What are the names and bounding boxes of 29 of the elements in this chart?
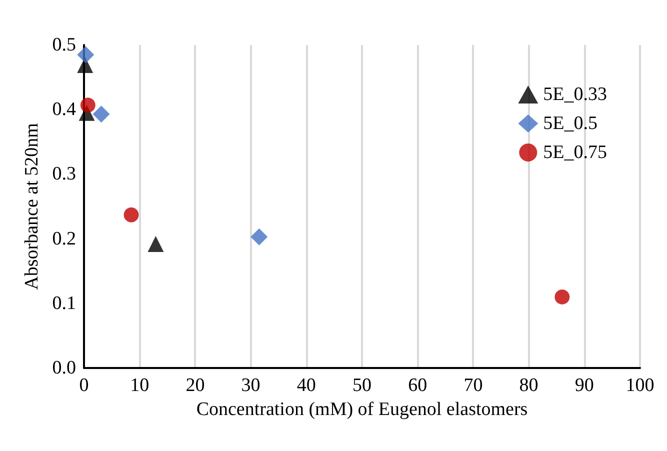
point [80,98,96,113]
x-axis-title: Concentration (mM) of Eugenol elastomers [196,398,528,420]
x-tick-label: 70 [464,375,483,396]
point [554,289,570,304]
x-tick-label: 40 [296,375,316,396]
x-tick-label: 0 [79,375,89,396]
x-tick-label: 20 [186,375,205,396]
point [124,207,139,222]
y-tick-label: 0.1 [52,292,76,314]
x-tick-label: 10 [130,375,150,396]
y-tick-label: 0.2 [52,228,76,250]
x-tick-label: 30 [241,375,260,396]
x-tick-label: 100 [626,375,654,396]
y-axis-title: Absorbance at 520nm [21,122,42,290]
text: 0.0 [52,358,76,378]
point [250,228,268,246]
legend-label: 5E_0.75 [543,142,608,163]
y-tick-label: 0.5 [52,34,76,56]
y-tick-label: 0.4 [52,99,76,120]
x-tick-label: 80 [519,375,538,396]
point [77,46,94,64]
legend-label: 5E_0.33 [543,84,608,105]
x-tick-label: 90 [574,375,594,396]
x-tick-label: 50 [352,375,372,396]
point [148,236,164,252]
legend-label: 5E_0.5 [543,113,598,134]
x-tick-label: 60 [408,375,428,396]
point [92,106,110,123]
y-tick-label: 0.3 [52,164,76,185]
